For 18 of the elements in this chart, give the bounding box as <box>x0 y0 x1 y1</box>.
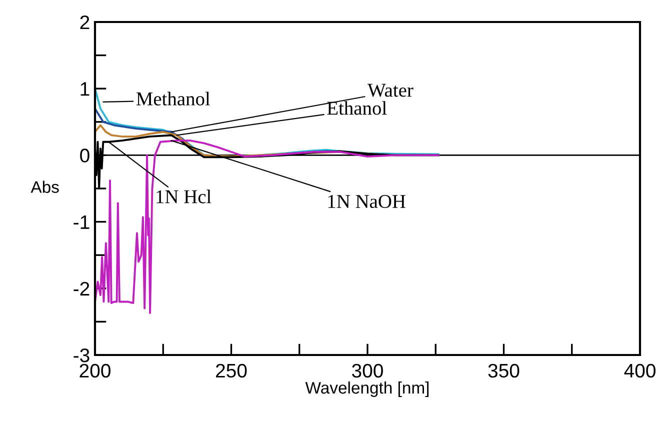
y-tick-label: 0 <box>80 148 90 162</box>
x-tick-label: 250 <box>216 364 247 378</box>
y-tick-label: 2 <box>80 15 90 30</box>
annotation: Ethanol <box>327 101 387 115</box>
y-tick-label: -3 <box>74 348 90 362</box>
x-axis-title: Wavelength [nm] <box>305 381 429 397</box>
x-tick-label: 350 <box>488 364 520 378</box>
annotation: 1N NaOH <box>328 194 406 208</box>
annotation: Water <box>368 84 414 97</box>
y-tick-label: 1 <box>80 82 90 96</box>
annotation: 1N Hcl <box>156 190 212 204</box>
y-tick-label: -1 <box>74 215 90 229</box>
annotation: Methanol <box>136 92 210 106</box>
x-tick-label: 300 <box>352 364 383 378</box>
y-axis-title: Abs <box>30 180 59 193</box>
x-tick-label: 200 <box>80 364 110 378</box>
x-tick-label: 400 <box>624 364 656 378</box>
y-tick-label: -2 <box>74 282 90 296</box>
